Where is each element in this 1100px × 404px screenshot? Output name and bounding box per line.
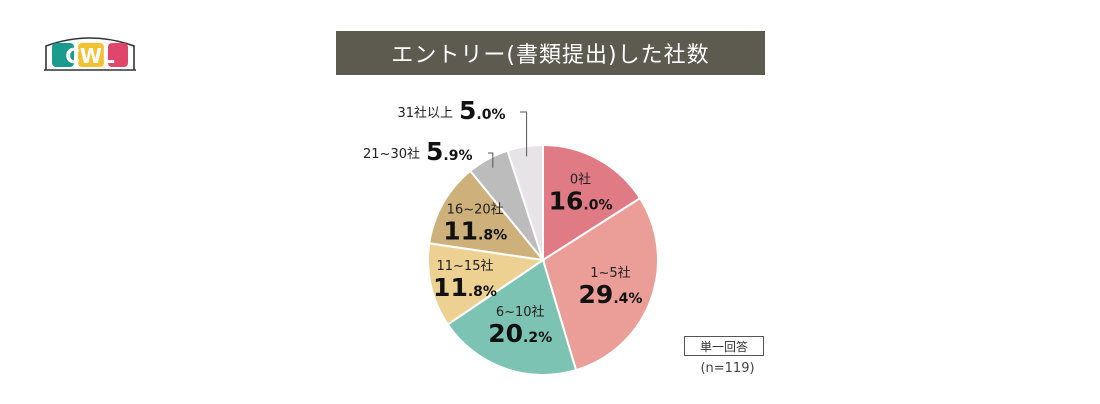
- slice-label-5: 21~30社: [363, 146, 420, 162]
- slice-label-2: 6~10社: [496, 304, 545, 320]
- slice-label-0: 0社: [570, 172, 591, 188]
- slice-label-3: 11~15社: [437, 258, 494, 274]
- slice-value-5: 5.9%: [426, 137, 473, 166]
- answer-type-badge: 単一回答: [684, 336, 764, 356]
- slice-label-4: 16~20社: [447, 201, 504, 217]
- pie-chart: 0社16.0%1~5社29.4%6~10社20.2%11~15社11.8%16~…: [0, 0, 1100, 404]
- slice-value-6: 5.0%: [459, 96, 506, 125]
- slice-label-6: 31社以上: [397, 105, 453, 121]
- slice-label-1: 1~5社: [590, 265, 630, 281]
- sample-size: (n=119): [690, 361, 765, 376]
